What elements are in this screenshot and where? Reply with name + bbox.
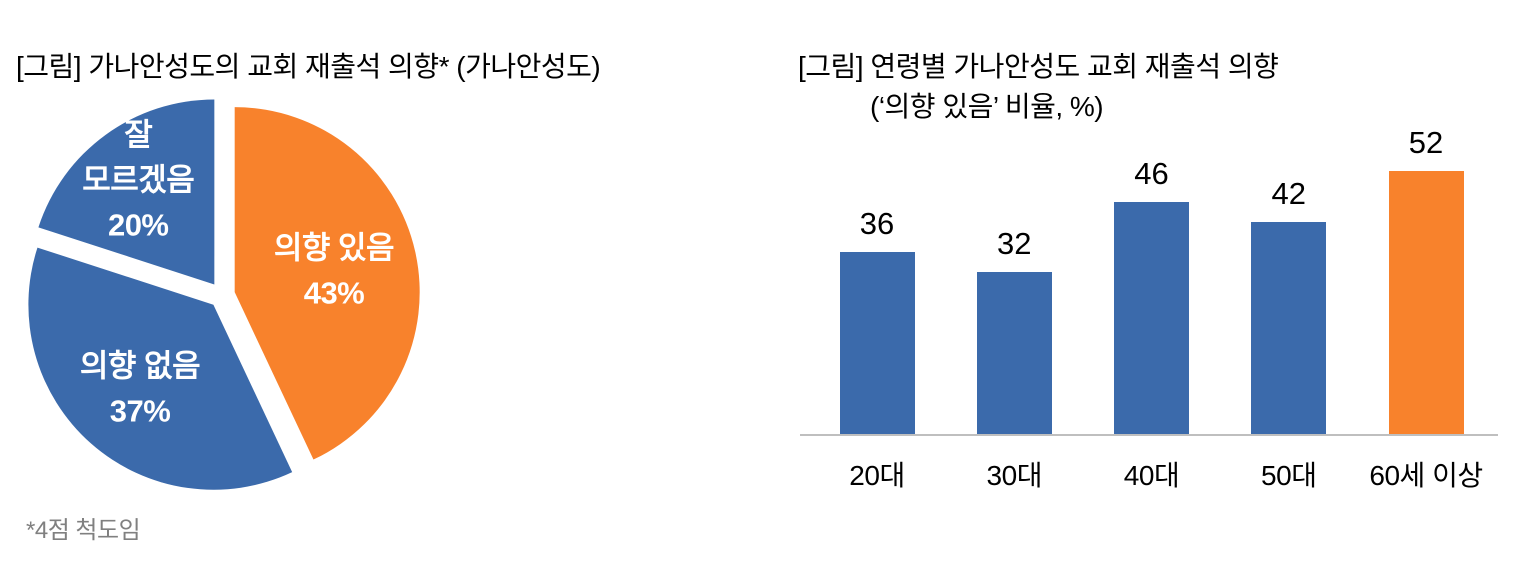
bar-category-label: 40대	[1123, 460, 1180, 491]
pie-slice	[38, 99, 215, 285]
pie-slice	[234, 107, 420, 460]
bar-category-label: 30대	[986, 460, 1043, 491]
bar-value-label: 36	[859, 206, 895, 241]
bar-category-label: 20대	[849, 460, 905, 491]
pie-chart: 의향 있음 43% 의향 없음 37% 잘 모르겠음 20%	[28, 99, 420, 490]
bar-chart: 36 20대 32 30대 46 40대 42 50대 52 60세 이상	[790, 125, 1512, 528]
bar-chart-title: [그림] 연령별 가나안성도 교회 재출석 의향 (‘의향 있음’ 비율, %)	[798, 47, 1279, 127]
bar	[839, 252, 915, 434]
bar-value-label: 32	[997, 226, 1032, 261]
bar	[1114, 202, 1189, 434]
x-axis-line	[800, 434, 1498, 436]
bar-chart-title-line1: [그림] 연령별 가나안성도 교회 재출석 의향	[798, 51, 1279, 83]
bar-chart-title-line2: (‘의향 있음’ 비율, %)	[870, 91, 1104, 123]
bar-value-label: 42	[1271, 176, 1306, 211]
bar	[1388, 171, 1464, 434]
bar-category-label: 60세 이상	[1369, 460, 1483, 491]
pie-slice	[28, 247, 293, 490]
pie-chart-title: [그림] 가나안성도의 교회 재출석 의향* (가나안성도)	[16, 51, 601, 83]
bar	[976, 272, 1052, 434]
pie-slice-label: 의향 있음 43%	[274, 230, 394, 310]
pie-footnote: *4점 척도임	[26, 517, 141, 544]
bar-value-label: 52	[1408, 125, 1444, 160]
bar	[1251, 222, 1327, 434]
bar-category-label: 50대	[1261, 460, 1317, 491]
bar-value-label: 46	[1134, 156, 1169, 191]
pie-slice-label: 의향 없음 37%	[80, 349, 200, 429]
pie-slice-label: 잘 모르겠음 20%	[82, 118, 194, 243]
